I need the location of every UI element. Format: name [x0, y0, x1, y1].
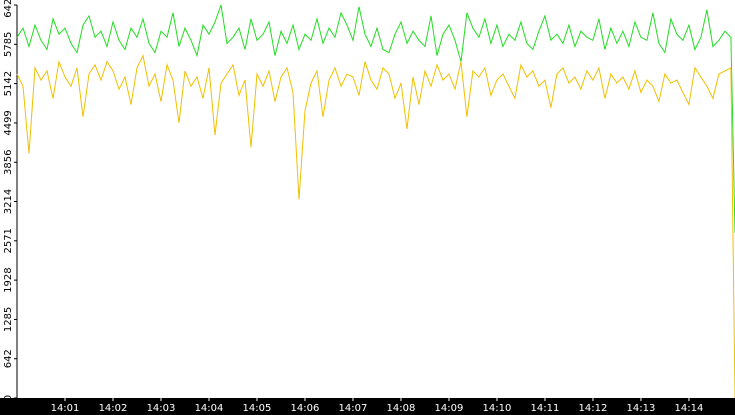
y-tick-label: 4499 — [3, 110, 14, 135]
x-tick-label: 14:07 — [339, 403, 368, 414]
y-tick-label: 3214 — [3, 189, 14, 214]
x-tick-label: 14:08 — [387, 403, 416, 414]
y-tick-label: 1285 — [3, 307, 14, 332]
x-tick-label: 14:03 — [147, 403, 176, 414]
y-tick-label: 6428 — [3, 0, 14, 18]
x-tick-label: 14:06 — [291, 403, 320, 414]
x-tick-label: 14:04 — [195, 403, 224, 414]
series-line — [16, 4, 735, 233]
x-tick-label: 14:05 — [243, 403, 272, 414]
y-tick-label: 5142 — [3, 71, 14, 96]
series-line — [16, 54, 735, 399]
x-tick-label: 14:02 — [99, 403, 128, 414]
x-tick-label: 14:14 — [675, 403, 704, 414]
y-tick-label: 5785 — [3, 32, 14, 57]
x-tick-label: 14:13 — [627, 403, 656, 414]
x-tick-label: 14:11 — [531, 403, 560, 414]
x-axis-band — [0, 398, 735, 415]
x-tick-label: 14:12 — [579, 403, 608, 414]
y-tick-label: 2571 — [3, 228, 14, 253]
x-tick-label: 14:01 — [51, 403, 80, 414]
x-tick-label: 14:10 — [483, 403, 512, 414]
y-tick-label: 1928 — [3, 267, 14, 292]
y-tick-label: 642 — [3, 349, 14, 368]
x-tick-label: 14:09 — [435, 403, 464, 414]
y-tick-label: 3856 — [3, 150, 14, 175]
y-tick-label: 0 — [3, 395, 14, 401]
